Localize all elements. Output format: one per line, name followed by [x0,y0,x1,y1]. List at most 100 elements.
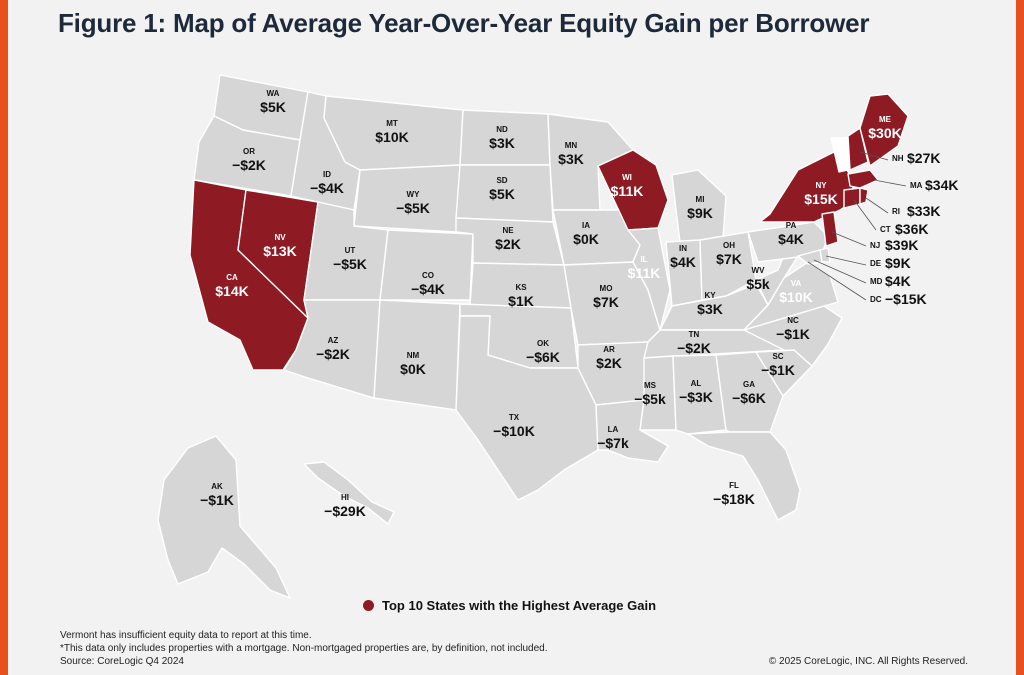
state-abbr-mt: MT [386,119,398,128]
state-pa [747,221,829,263]
state-il [627,227,671,331]
state-abbr-az: AZ [328,336,339,345]
state-value-co: −$4K [411,281,445,297]
state-abbr-ia: IA [582,221,590,230]
state-abbr-nj: NJ [870,241,880,250]
leader-line-ma [873,179,907,187]
state-nh [847,127,869,171]
state-fl [687,431,801,521]
state-value-in: $4K [670,254,696,270]
state-value-tx: −$10K [493,423,535,439]
state-value-pa: $4K [778,231,804,247]
state-abbr-ca: CA [226,273,238,282]
state-abbr-ct: CT [880,225,891,234]
state-value-wv: $5k [746,276,770,292]
state-value-me: $30K [868,125,901,141]
state-abbr-nm: NM [407,351,420,360]
state-value-nh: $27K [907,150,940,166]
state-value-de: $9K [885,255,911,271]
footnote-source: Source: CoreLogic Q4 2024 [60,656,184,667]
state-abbr-ak: AK [211,482,223,491]
state-value-md: $4K [885,273,911,289]
state-value-fl: −$18K [713,491,755,507]
state-me [859,93,909,167]
state-abbr-ga: GA [743,380,755,389]
state-value-ct: $36K [895,221,928,237]
state-abbr-ar: AR [603,345,615,354]
leader-line-ct [853,199,877,231]
legend-swatch [363,600,374,611]
state-nc [743,305,843,367]
leader-line-dc [807,261,867,301]
state-ms [639,355,677,431]
state-abbr-or: OR [243,147,255,156]
state-value-nc: −$1K [776,326,810,342]
state-abbr-mn: MN [565,141,578,150]
state-value-ia: $0K [573,231,599,247]
state-abbr-nc: NC [787,316,799,325]
state-abbr-tx: TX [509,413,520,422]
state-value-mi: $9K [687,205,713,221]
state-value-wy: −$5K [396,200,430,216]
state-abbr-ks: KS [515,283,527,292]
leader-line-nh [859,151,889,161]
leader-line-de [825,255,867,266]
state-abbr-mi: MI [696,195,705,204]
copyright: © 2025 CoreLogic, INC. All Rights Reserv… [768,656,968,667]
state-abbr-wv: WV [752,266,766,275]
state-value-wi: $11K [611,183,644,199]
state-value-tn: −$2K [677,340,711,356]
figure-title: Figure 1: Map of Average Year-Over-Year … [58,8,870,38]
state-tx [455,315,599,501]
state-abbr-md: MD [870,277,883,286]
legend: Top 10 States with the Highest Average G… [363,598,656,613]
state-ri [859,187,869,205]
state-abbr-va: VA [791,279,802,288]
state-abbr-ne: NE [502,226,514,235]
state-abbr-nh: NH [892,154,904,163]
state-abbr-co: CO [422,271,434,280]
state-value-oh: $7K [716,251,742,267]
state-abbr-nv: NV [274,233,286,242]
state-value-ne: $2K [495,236,521,252]
state-hi [303,461,395,525]
state-value-az: −$2K [316,346,350,362]
state-value-dc: −$15K [885,291,927,307]
state-value-ri: $33K [907,203,940,219]
state-abbr-ut: UT [345,246,356,255]
state-value-id: −$4K [310,180,344,196]
state-nj [821,211,839,247]
state-value-nm: $0K [400,361,426,377]
state-abbr-oh: OH [723,241,735,250]
leader-line-ri [865,197,889,214]
state-abbr-ma: MA [910,181,923,190]
legend-label: Top 10 States with the Highest Average G… [382,598,657,613]
state-value-al: −$3K [679,389,713,405]
state-value-ga: −$6K [732,390,766,406]
state-value-ak: −$1K [200,492,234,508]
state-value-ny: $15K [804,191,837,207]
us-map: WA$5KOR−$2KCA$14KNV$13KID−$4KMT$10KWY−$5… [157,74,958,599]
state-abbr-de: DE [870,259,882,268]
state-value-ar: $2K [596,355,622,371]
state-abbr-ms: MS [644,381,657,390]
state-abbr-wa: WA [267,89,280,98]
state-value-va: $10K [779,289,812,305]
state-abbr-mo: MO [600,284,613,293]
state-value-la: −$7k [597,435,629,451]
state-value-mn: $3K [558,151,584,167]
leader-line-nj [831,231,867,247]
state-abbr-il: IL [640,255,647,264]
state-value-nd: $3K [489,135,515,151]
state-value-nv: $13K [263,243,296,259]
state-value-ca: $14K [215,283,248,299]
state-abbr-in: IN [679,244,687,253]
leader-line-md [813,259,867,284]
state-abbr-nd: ND [496,125,508,134]
state-value-ky: $3K [697,301,723,317]
state-value-sc: −$1K [761,362,795,378]
state-value-ks: $1K [508,293,534,309]
state-va [743,261,839,331]
state-value-mo: $7K [593,294,619,310]
state-abbr-fl: FL [729,481,739,490]
